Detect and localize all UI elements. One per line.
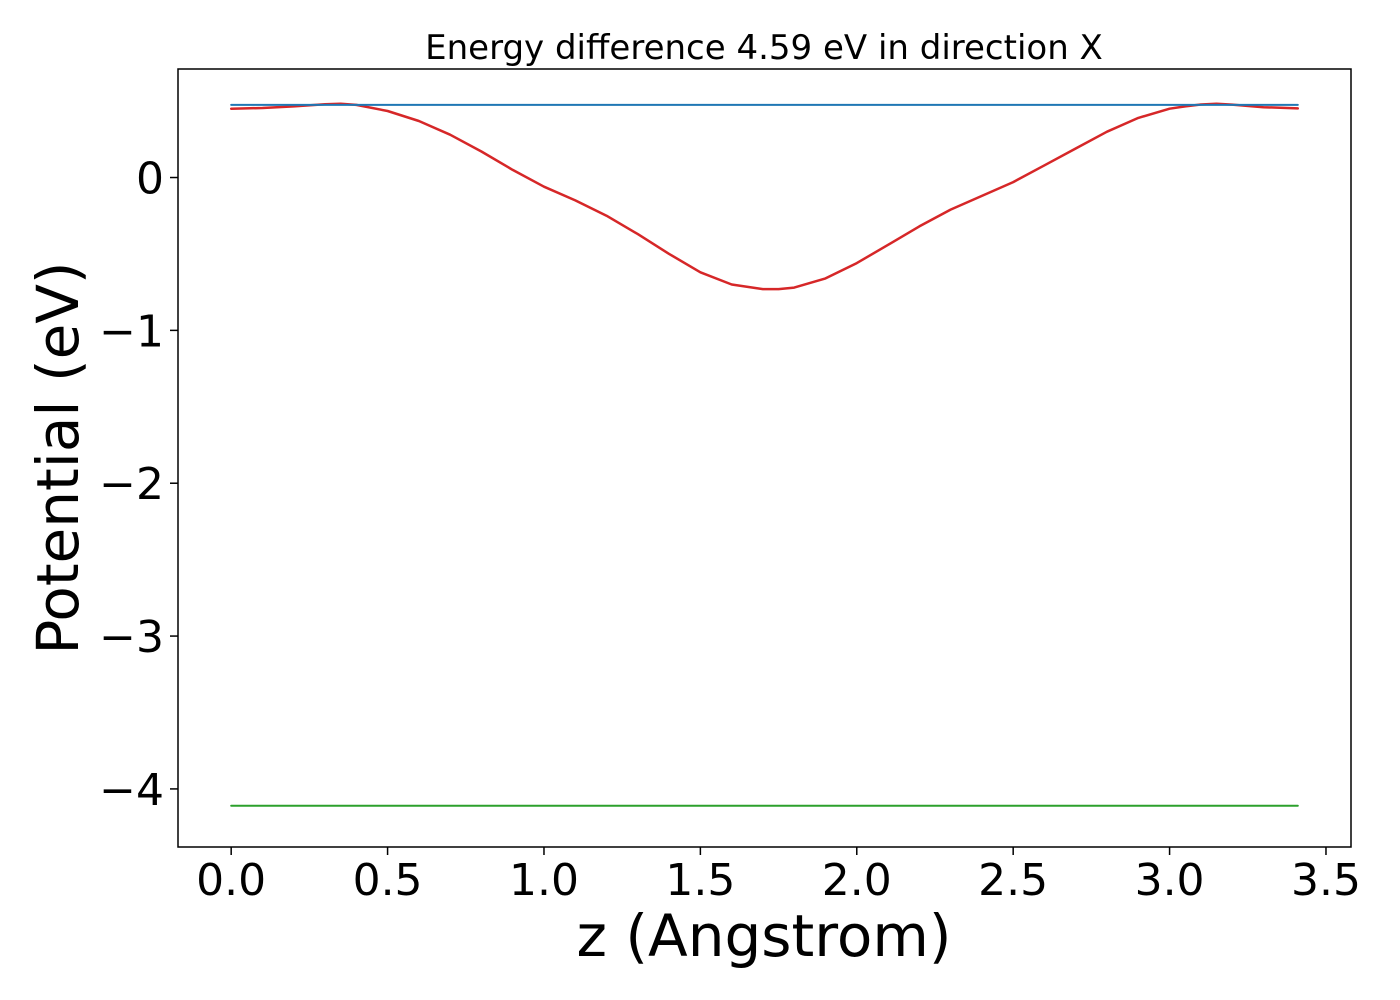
x-tick-label: 3.5 [1291,855,1361,906]
y-axis-label: Potential (eV) [24,261,92,654]
series-layer [229,102,1300,807]
x-tick-label: 2.5 [978,855,1048,906]
x-tick-label: 1.5 [665,855,735,906]
plot-area: 0.0 0.5 1.0 1.5 2.0 2.5 3.0 3.5 0 −1 −2 −3 −4 [99,68,1361,906]
plot-frame [177,68,1352,848]
y-tick-label: −1 [99,306,164,357]
y-tick-label: 0 [136,154,164,205]
y-tick-label: −4 [99,765,164,816]
y-tick-label: −2 [99,459,164,510]
chart-title: Energy difference 4.59 eV in direction X [425,28,1103,68]
y-axis-ticks: 0 −1 −2 −3 −4 [99,154,178,816]
x-tick-label: 0.0 [196,855,266,906]
x-axis-label: z (Angstrom) [577,902,952,970]
x-tick-label: 0.5 [353,855,423,906]
x-tick-label: 1.0 [509,855,579,906]
x-tick-label: 2.0 [822,855,892,906]
x-axis-ticks: 0.0 0.5 1.0 1.5 2.0 2.5 3.0 3.5 [196,847,1361,906]
x-tick-label: 3.0 [1135,855,1205,906]
y-tick-label: −3 [99,612,164,663]
series-line-0 [229,102,1300,291]
